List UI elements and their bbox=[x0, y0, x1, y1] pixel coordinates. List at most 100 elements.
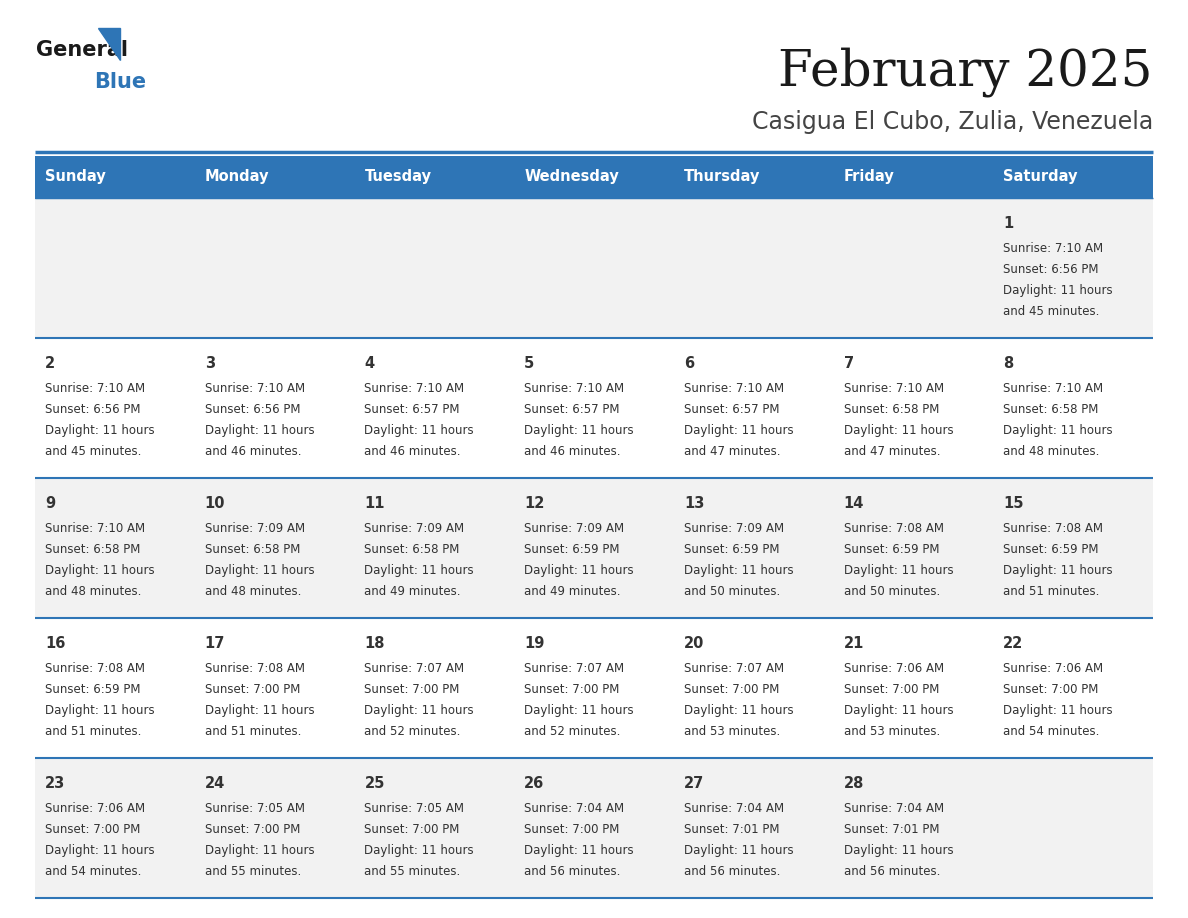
Bar bbox=[993, 198, 1154, 338]
Text: 14: 14 bbox=[843, 496, 864, 511]
Bar bbox=[195, 758, 354, 898]
Text: Sunset: 6:59 PM: Sunset: 6:59 PM bbox=[684, 543, 779, 556]
Text: and 55 minutes.: and 55 minutes. bbox=[204, 865, 301, 878]
Text: Daylight: 11 hours: Daylight: 11 hours bbox=[45, 564, 154, 577]
Text: Friday: Friday bbox=[843, 170, 895, 185]
Text: Casigua El Cubo, Zulia, Venezuela: Casigua El Cubo, Zulia, Venezuela bbox=[752, 110, 1154, 134]
Text: Daylight: 11 hours: Daylight: 11 hours bbox=[204, 844, 315, 857]
Text: Sunset: 7:00 PM: Sunset: 7:00 PM bbox=[684, 683, 779, 696]
Text: 3: 3 bbox=[204, 356, 215, 371]
Bar bbox=[834, 618, 993, 758]
Text: 17: 17 bbox=[204, 636, 225, 651]
Text: and 51 minutes.: and 51 minutes. bbox=[1004, 585, 1100, 598]
Text: Sunset: 7:00 PM: Sunset: 7:00 PM bbox=[524, 683, 619, 696]
Bar bbox=[514, 478, 674, 618]
Text: 7: 7 bbox=[843, 356, 854, 371]
Text: and 53 minutes.: and 53 minutes. bbox=[684, 725, 781, 738]
Text: Sunset: 6:58 PM: Sunset: 6:58 PM bbox=[45, 543, 140, 556]
Bar bbox=[674, 338, 834, 478]
Text: Sunrise: 7:09 AM: Sunrise: 7:09 AM bbox=[365, 522, 465, 535]
Bar bbox=[674, 758, 834, 898]
Bar bbox=[993, 478, 1154, 618]
Text: and 46 minutes.: and 46 minutes. bbox=[365, 445, 461, 458]
Text: Sunrise: 7:07 AM: Sunrise: 7:07 AM bbox=[684, 662, 784, 675]
Text: Sunrise: 7:06 AM: Sunrise: 7:06 AM bbox=[843, 662, 943, 675]
Bar bbox=[514, 198, 674, 338]
Bar bbox=[993, 618, 1154, 758]
Text: 19: 19 bbox=[524, 636, 544, 651]
Bar bbox=[34, 156, 195, 198]
Text: Sunset: 7:00 PM: Sunset: 7:00 PM bbox=[1004, 683, 1099, 696]
Text: Sunset: 6:59 PM: Sunset: 6:59 PM bbox=[843, 543, 939, 556]
Text: and 46 minutes.: and 46 minutes. bbox=[524, 445, 620, 458]
Bar bbox=[834, 156, 993, 198]
Bar bbox=[34, 478, 195, 618]
Text: and 53 minutes.: and 53 minutes. bbox=[843, 725, 940, 738]
Bar bbox=[993, 758, 1154, 898]
Bar bbox=[354, 758, 514, 898]
Text: Sunrise: 7:06 AM: Sunrise: 7:06 AM bbox=[45, 802, 145, 815]
Text: Sunrise: 7:08 AM: Sunrise: 7:08 AM bbox=[204, 662, 304, 675]
Text: Daylight: 11 hours: Daylight: 11 hours bbox=[684, 424, 794, 437]
Text: Saturday: Saturday bbox=[1004, 170, 1078, 185]
Text: 4: 4 bbox=[365, 356, 374, 371]
Text: 13: 13 bbox=[684, 496, 704, 511]
Text: Tuesday: Tuesday bbox=[365, 170, 431, 185]
Text: Daylight: 11 hours: Daylight: 11 hours bbox=[365, 564, 474, 577]
Text: 10: 10 bbox=[204, 496, 226, 511]
Text: February 2025: February 2025 bbox=[778, 47, 1154, 97]
Text: and 56 minutes.: and 56 minutes. bbox=[524, 865, 620, 878]
Text: and 51 minutes.: and 51 minutes. bbox=[204, 725, 301, 738]
Text: and 47 minutes.: and 47 minutes. bbox=[843, 445, 940, 458]
Text: Daylight: 11 hours: Daylight: 11 hours bbox=[684, 704, 794, 717]
Text: Sunrise: 7:04 AM: Sunrise: 7:04 AM bbox=[684, 802, 784, 815]
Text: Daylight: 11 hours: Daylight: 11 hours bbox=[684, 564, 794, 577]
Bar bbox=[834, 758, 993, 898]
Text: and 48 minutes.: and 48 minutes. bbox=[45, 585, 141, 598]
Text: Sunrise: 7:10 AM: Sunrise: 7:10 AM bbox=[1004, 382, 1104, 395]
Text: Sunrise: 7:10 AM: Sunrise: 7:10 AM bbox=[1004, 242, 1104, 255]
Text: Sunrise: 7:09 AM: Sunrise: 7:09 AM bbox=[204, 522, 305, 535]
Bar bbox=[514, 618, 674, 758]
Text: 24: 24 bbox=[204, 776, 225, 791]
Text: and 48 minutes.: and 48 minutes. bbox=[1004, 445, 1100, 458]
Bar bbox=[834, 338, 993, 478]
Bar bbox=[354, 478, 514, 618]
Text: Sunset: 7:01 PM: Sunset: 7:01 PM bbox=[684, 823, 779, 836]
Text: Sunset: 6:56 PM: Sunset: 6:56 PM bbox=[1004, 263, 1099, 276]
Text: Daylight: 11 hours: Daylight: 11 hours bbox=[45, 704, 154, 717]
Text: Wednesday: Wednesday bbox=[524, 170, 619, 185]
Bar bbox=[834, 478, 993, 618]
Text: Sunrise: 7:09 AM: Sunrise: 7:09 AM bbox=[524, 522, 624, 535]
Text: Sunrise: 7:07 AM: Sunrise: 7:07 AM bbox=[365, 662, 465, 675]
Text: Sunset: 7:01 PM: Sunset: 7:01 PM bbox=[843, 823, 939, 836]
Text: Sunset: 6:59 PM: Sunset: 6:59 PM bbox=[1004, 543, 1099, 556]
Text: Sunset: 7:00 PM: Sunset: 7:00 PM bbox=[45, 823, 140, 836]
Text: Sunday: Sunday bbox=[45, 170, 106, 185]
Text: and 45 minutes.: and 45 minutes. bbox=[45, 445, 141, 458]
Text: Daylight: 11 hours: Daylight: 11 hours bbox=[365, 704, 474, 717]
Text: Sunrise: 7:10 AM: Sunrise: 7:10 AM bbox=[684, 382, 784, 395]
Text: Sunset: 6:59 PM: Sunset: 6:59 PM bbox=[45, 683, 140, 696]
Text: and 54 minutes.: and 54 minutes. bbox=[1004, 725, 1100, 738]
Text: Sunrise: 7:05 AM: Sunrise: 7:05 AM bbox=[204, 802, 304, 815]
Text: and 47 minutes.: and 47 minutes. bbox=[684, 445, 781, 458]
Polygon shape bbox=[97, 28, 120, 60]
Text: Sunset: 6:57 PM: Sunset: 6:57 PM bbox=[365, 403, 460, 416]
Bar bbox=[354, 156, 514, 198]
Bar bbox=[993, 338, 1154, 478]
Text: and 52 minutes.: and 52 minutes. bbox=[524, 725, 620, 738]
Text: 15: 15 bbox=[1004, 496, 1024, 511]
Bar bbox=[514, 758, 674, 898]
Text: 18: 18 bbox=[365, 636, 385, 651]
Text: Sunset: 7:00 PM: Sunset: 7:00 PM bbox=[524, 823, 619, 836]
Text: Sunset: 6:57 PM: Sunset: 6:57 PM bbox=[524, 403, 620, 416]
Text: Sunrise: 7:10 AM: Sunrise: 7:10 AM bbox=[365, 382, 465, 395]
Bar bbox=[354, 198, 514, 338]
Text: Daylight: 11 hours: Daylight: 11 hours bbox=[843, 424, 953, 437]
Text: 6: 6 bbox=[684, 356, 694, 371]
Text: Sunrise: 7:04 AM: Sunrise: 7:04 AM bbox=[524, 802, 624, 815]
Bar bbox=[514, 338, 674, 478]
Text: Sunset: 6:57 PM: Sunset: 6:57 PM bbox=[684, 403, 779, 416]
Text: 12: 12 bbox=[524, 496, 544, 511]
